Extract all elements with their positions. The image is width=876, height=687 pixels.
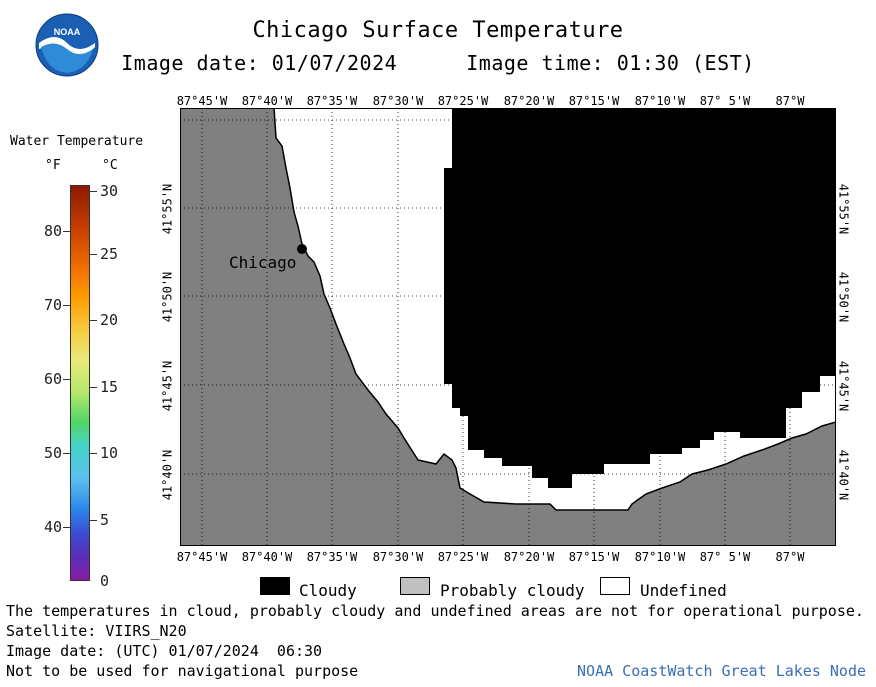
lon-label-bottom: 87°10'W <box>634 550 686 564</box>
unit-celsius: °C <box>102 158 118 173</box>
temperature-colorbar <box>70 185 90 581</box>
tick-c-10: 10 <box>100 444 119 462</box>
tickmark <box>90 191 97 192</box>
tickmark <box>63 379 70 380</box>
lon-label-bottom: 87°40'W <box>241 550 293 564</box>
city-label-chicago: Chicago <box>229 253 297 272</box>
lon-label-top: 87°40'W <box>241 94 293 108</box>
lon-label-top: 87°20'W <box>503 94 555 108</box>
tick-c-20: 20 <box>100 311 119 329</box>
tickmark <box>63 453 70 454</box>
lon-label-top: 87°10'W <box>634 94 686 108</box>
legend-label-undefined: Undefined <box>640 581 727 600</box>
lon-label-bottom: 87°35'W <box>306 550 358 564</box>
lat-label-left: 41°55'N <box>160 183 175 235</box>
lon-label-bottom: 87° 5'W <box>699 550 751 564</box>
tick-f-80: 80 <box>43 222 62 240</box>
tick-f-50: 50 <box>43 444 62 462</box>
tickmark <box>90 520 97 521</box>
legend-label-probably-cloudy: Probably cloudy <box>440 581 585 600</box>
disclaimer-text: The temperatures in cloud, probably clou… <box>6 602 864 620</box>
credit-text: NOAA CoastWatch Great Lakes Node <box>577 662 866 680</box>
lat-label-right: 41°45'N <box>836 360 851 412</box>
lon-label-bottom: 87°25'W <box>437 550 489 564</box>
tick-c-25: 25 <box>100 245 119 263</box>
image-datetime: Image date: 01/07/2024 Image time: 01:30… <box>0 51 876 75</box>
surface-temperature-map <box>180 108 836 546</box>
legend-title: Water Temperature <box>10 134 144 149</box>
tick-f-40: 40 <box>43 518 62 536</box>
tickmark <box>90 320 97 321</box>
utc-date-text: Image date: (UTC) 01/07/2024 06:30 <box>6 642 323 660</box>
tickmark <box>90 453 97 454</box>
tick-f-60: 60 <box>43 370 62 388</box>
lon-label-bottom: 87°15'W <box>568 550 620 564</box>
lon-label-top: 87°45'W <box>176 94 228 108</box>
legend-swatch-undefined <box>600 577 630 595</box>
tickmark <box>63 231 70 232</box>
unit-fahrenheit: °F <box>45 158 61 173</box>
map-grid <box>180 108 836 546</box>
lon-label-bottom: 87°20'W <box>503 550 555 564</box>
lon-label-bottom: 87°W <box>775 550 805 564</box>
lon-label-bottom: 87°30'W <box>372 550 424 564</box>
tick-c-30: 30 <box>100 182 119 200</box>
chicago-marker <box>297 244 307 254</box>
lat-label-right: 41°55'N <box>836 183 851 235</box>
lon-label-bottom: 87°45'W <box>176 550 228 564</box>
map-frame <box>180 108 836 546</box>
lat-label-right: 41°40'N <box>836 449 851 501</box>
noaa-logo-text: NOAA <box>54 27 81 37</box>
lat-label-left: 41°45'N <box>160 360 175 412</box>
lon-label-top: 87°30'W <box>372 94 424 108</box>
lon-label-top: 87°15'W <box>568 94 620 108</box>
lon-label-top: 87°W <box>775 94 805 108</box>
lon-label-top: 87°35'W <box>306 94 358 108</box>
cloudy-region <box>444 108 836 488</box>
legend-swatch-probably-cloudy <box>400 577 430 595</box>
tickmark <box>90 387 97 388</box>
lat-label-left: 41°50'N <box>160 271 175 323</box>
lon-label-top: 87°25'W <box>437 94 489 108</box>
image-date: Image date: 01/07/2024 <box>121 51 398 75</box>
page-title: Chicago Surface Temperature <box>252 18 624 43</box>
tick-c-0: 0 <box>100 572 110 590</box>
satellite-text: Satellite: VIIRS_N20 <box>6 622 187 640</box>
tickmark <box>63 527 70 528</box>
tickmark <box>63 305 70 306</box>
tick-c-15: 15 <box>100 378 119 396</box>
noaa-logo-icon: NOAA <box>35 13 99 77</box>
tickmark <box>90 254 97 255</box>
lon-label-top: 87° 5'W <box>699 94 751 108</box>
tick-f-70: 70 <box>43 296 62 314</box>
tick-c-5: 5 <box>100 511 110 529</box>
legend-swatch-cloudy <box>260 577 290 595</box>
lat-label-left: 41°40'N <box>160 449 175 501</box>
lat-label-right: 41°50'N <box>836 271 851 323</box>
image-time: Image time: 01:30 (EST) <box>466 51 755 75</box>
navigation-warning: Not to be used for navigational purpose <box>6 662 359 680</box>
legend-label-cloudy: Cloudy <box>299 581 357 600</box>
